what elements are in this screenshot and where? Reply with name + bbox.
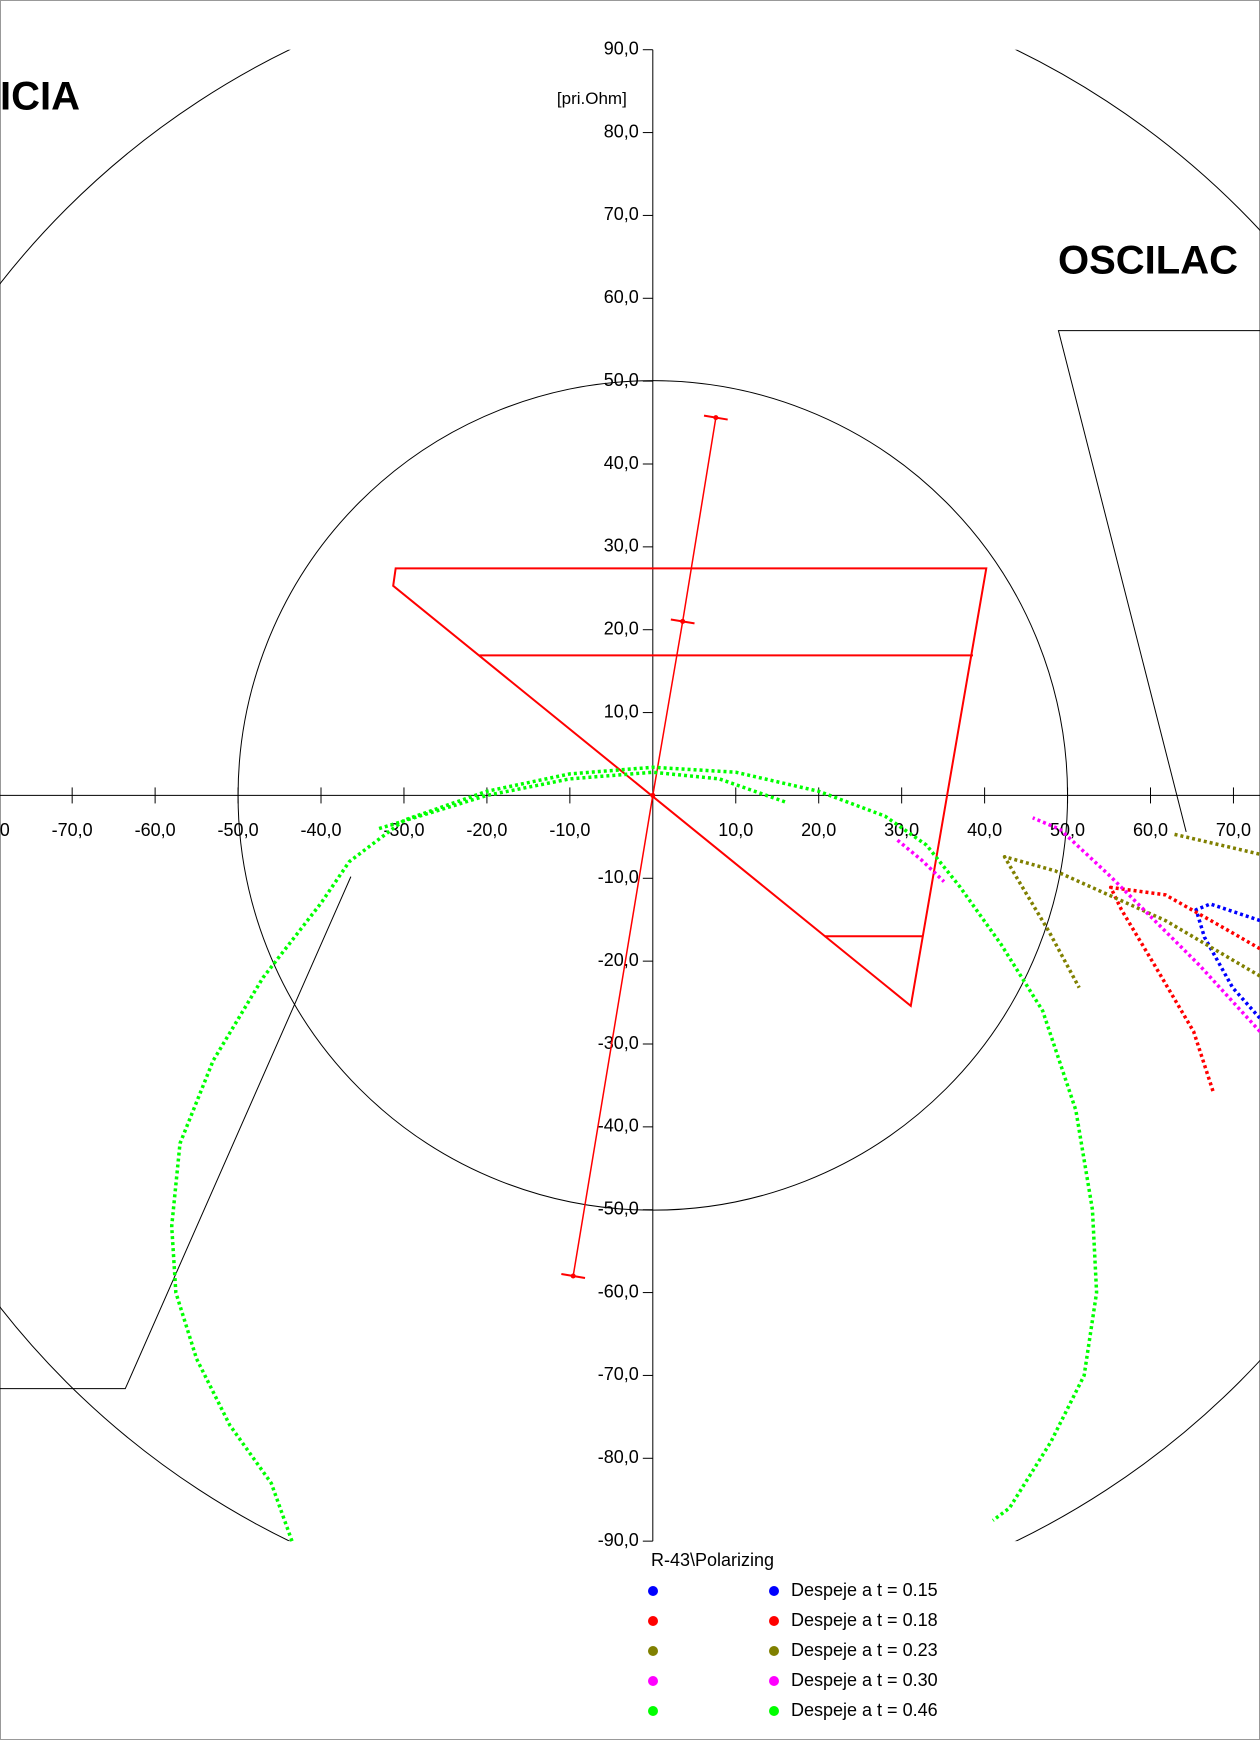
y-tick-label: 10,0 <box>604 701 639 721</box>
x-tick-label: -10,0 <box>549 820 590 840</box>
x-tick-label: 50,0 <box>1050 820 1085 840</box>
y-tick-label: -80,0 <box>598 1447 639 1467</box>
legend-marker <box>769 1586 779 1596</box>
y-tick-label: -10,0 <box>598 867 639 887</box>
legend-label: Despeje a t = 0.23 <box>791 1640 938 1660</box>
legend-label: Despeje a t = 0.30 <box>791 1670 938 1690</box>
blinder <box>1057 330 1260 833</box>
legend-label: Despeje a t = 0.18 <box>791 1610 938 1630</box>
title-left: ICIA <box>0 75 80 119</box>
trajectory <box>1194 902 1260 1020</box>
y-tick-label: 80,0 <box>604 121 639 141</box>
y-tick-label: -70,0 <box>598 1364 639 1384</box>
x-tick-label: -40,0 <box>300 820 341 840</box>
legend-marker <box>648 1706 658 1716</box>
x-tick-label: 10,0 <box>718 820 753 840</box>
legend-label: Despeje a t = 0.46 <box>791 1700 938 1720</box>
characteristic-cap <box>703 414 728 421</box>
y-tick-label: -60,0 <box>598 1281 639 1301</box>
y-tick-label: 70,0 <box>604 204 639 224</box>
legend-marker <box>648 1616 658 1626</box>
x-tick-label: -60,0 <box>135 820 176 840</box>
characteristic <box>572 417 717 1277</box>
y-tick-label: -90,0 <box>598 1530 639 1550</box>
x-tick-label: 60,0 <box>1133 820 1168 840</box>
x-tick-label: 40,0 <box>967 820 1002 840</box>
legend-marker <box>769 1646 779 1656</box>
x-tick-label: -30,0 <box>383 820 424 840</box>
x-tick-label: 70,0 <box>1216 820 1251 840</box>
trajectory <box>169 765 1099 1542</box>
zone <box>392 567 988 1008</box>
x-tick-label: 30,0 <box>884 820 919 840</box>
trajectory <box>1002 832 1260 989</box>
axis-unit: [pri.Ohm] <box>557 89 627 108</box>
characteristic-cap <box>561 1273 586 1279</box>
y-tick-label: 30,0 <box>604 536 639 556</box>
y-tick-label: -30,0 <box>598 1033 639 1053</box>
legend-label: Despeje a t = 0.15 <box>791 1580 938 1600</box>
y-tick-label: 90,0 <box>604 38 639 58</box>
legend-marker <box>648 1676 658 1686</box>
x-tick-label: -70,0 <box>52 820 93 840</box>
characteristic-cap <box>670 618 695 625</box>
x-tick-label: -80,0 <box>0 820 10 840</box>
legend-marker <box>769 1706 779 1716</box>
y-tick-label: -20,0 <box>598 950 639 970</box>
trajectory <box>1108 885 1260 1094</box>
legend-marker <box>648 1586 658 1596</box>
y-tick-label: -50,0 <box>598 1198 639 1218</box>
trajectory <box>896 816 1260 1033</box>
legend-marker <box>769 1616 779 1626</box>
x-tick-label: -20,0 <box>466 820 507 840</box>
y-tick-label: -40,0 <box>598 1116 639 1136</box>
y-tick-label: 50,0 <box>604 370 639 390</box>
y-tick-label: 40,0 <box>604 453 639 473</box>
title-right: OSCILAC <box>1058 239 1238 283</box>
legend-marker <box>648 1646 658 1656</box>
y-tick-label: 20,0 <box>604 618 639 638</box>
blinder <box>0 876 352 1390</box>
legend-marker <box>769 1676 779 1686</box>
legend-title: R-43\Polarizing <box>651 1550 774 1570</box>
x-tick-label: -50,0 <box>218 820 259 840</box>
characteristic-point <box>650 792 656 798</box>
x-tick-label: 20,0 <box>801 820 836 840</box>
y-tick-label: 60,0 <box>604 287 639 307</box>
